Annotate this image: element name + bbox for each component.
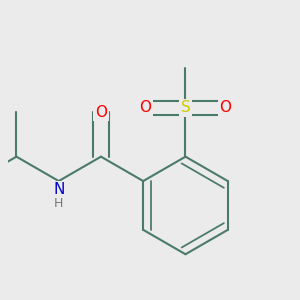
Text: N: N [53, 182, 64, 197]
Text: S: S [181, 100, 190, 116]
Text: H: H [54, 197, 63, 210]
Text: O: O [95, 105, 107, 120]
Text: O: O [219, 100, 231, 116]
Text: O: O [140, 100, 152, 116]
